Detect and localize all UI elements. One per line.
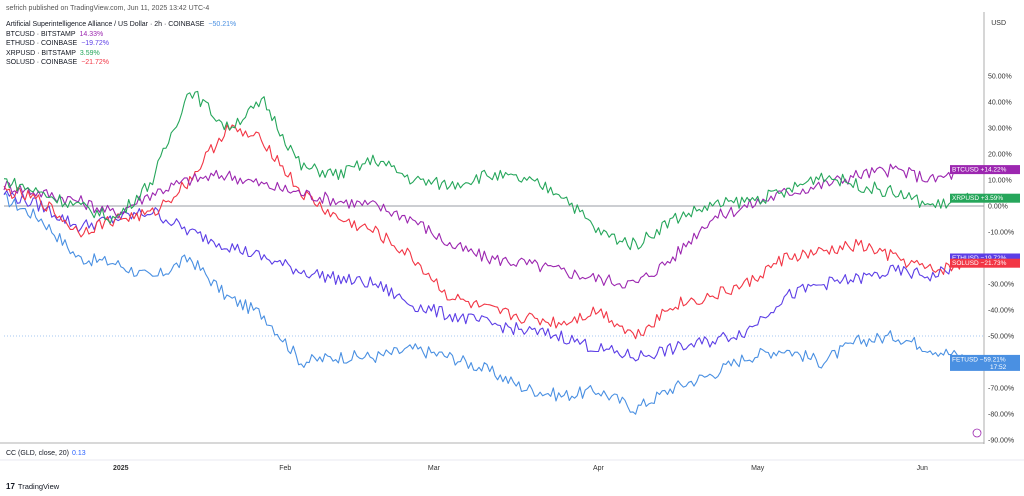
y-tick-label: -40.00%	[988, 308, 1014, 315]
y-tick-label: -90.00%	[988, 438, 1014, 445]
legend-value: −50.21%	[208, 21, 237, 28]
series-line-btcusd	[3, 163, 971, 289]
publisher-line: sefrich published on TradingView.com, Ju…	[6, 5, 210, 12]
legend-item-solusd[interactable]: SOLUSD · COINBASE −21.72%	[6, 58, 236, 68]
tradingview-logo-icon: 17	[6, 482, 15, 491]
y-tick-label: 0.00%	[988, 204, 1008, 211]
tag-countdown: 17:52	[990, 364, 1007, 371]
legend-item-fetusd[interactable]: Artificial Superintelligence Alliance / …	[6, 20, 236, 30]
oscillator-label: CC (GLD, close, 20) 0.13	[6, 450, 86, 457]
oscillator-value: 0.13	[72, 450, 86, 457]
legend-item-xrpusd[interactable]: XRPUSD · BITSTAMP 3.59%	[6, 49, 236, 59]
y-tick-label: 50.00%	[988, 74, 1012, 81]
x-tick-label: May	[751, 465, 765, 472]
oscillator-name: CC (GLD, close, 20)	[6, 450, 70, 457]
x-tick-label: Mar	[428, 465, 441, 472]
x-tick-label: Jun	[917, 465, 928, 472]
target-icon	[972, 428, 982, 438]
x-tick-label: Feb	[279, 465, 291, 472]
legend-label: XRPUSD · BITSTAMP	[6, 49, 76, 57]
series-tag-btcusd: BTCUSD +14.22%	[950, 165, 1020, 175]
legend-value: 3.59%	[79, 49, 100, 57]
tradingview-brand[interactable]: 17 TradingView	[6, 482, 59, 491]
y-tick-label: 40.00%	[988, 100, 1012, 107]
series-line-fetusd	[3, 192, 971, 415]
y-tick-label: 10.00%	[988, 178, 1012, 185]
tag-text: SOLUSD −21.73%	[952, 260, 1007, 267]
legend-label: ETHUSD · COINBASE	[6, 40, 78, 47]
tag-text: ETHUSD −19.72%	[952, 255, 1007, 262]
series-line-ethusd	[3, 190, 971, 362]
currency-label[interactable]: USD	[991, 20, 1006, 27]
series-tag-solusd: SOLUSD −21.73%	[950, 258, 1020, 268]
legend-label: BTCUSD · BITSTAMP	[6, 30, 76, 38]
series-tag-fetusd: FETUSD −59.21%17:52	[950, 354, 1020, 371]
y-tick-label: -30.00%	[988, 282, 1014, 289]
legend-item-ethusd[interactable]: ETHUSD · COINBASE −19.72%	[6, 39, 236, 49]
legend-label: Artificial Superintelligence Alliance / …	[6, 21, 205, 28]
tag-text: BTCUSD +14.22%	[952, 167, 1007, 174]
series-tag-xrpusd: XRPUSD +3.59%	[950, 193, 1020, 203]
chart-legend: Artificial Superintelligence Alliance / …	[6, 20, 236, 68]
series-tag-ethusd: ETHUSD −19.72%	[950, 253, 1020, 263]
tag-background	[950, 253, 1020, 263]
y-tick-label: -50.00%	[988, 334, 1014, 341]
legend-value: −19.72%	[81, 40, 110, 47]
y-tick-label: 20.00%	[988, 152, 1012, 159]
legend-item-btcusd[interactable]: BTCUSD · BITSTAMP 14.33%	[6, 30, 236, 40]
legend-value: −21.72%	[81, 59, 110, 66]
legend-value: 14.33%	[79, 30, 104, 38]
x-tick-label: 2025	[113, 465, 129, 472]
tag-background	[950, 165, 1020, 175]
tag-text: XRPUSD +3.59%	[952, 195, 1003, 202]
tag-background	[950, 354, 1020, 371]
tag-text: FETUSD −59.21%	[952, 356, 1006, 363]
series-line-xrpusd	[3, 90, 971, 251]
series-line-solusd	[3, 124, 971, 340]
brand-label: TradingView	[17, 482, 60, 491]
tag-background	[950, 258, 1020, 268]
y-tick-label: 30.00%	[988, 126, 1012, 133]
y-tick-label: -70.00%	[988, 386, 1014, 393]
x-tick-label: Apr	[593, 465, 605, 472]
y-tick-label: -10.00%	[988, 230, 1014, 237]
tag-background	[950, 193, 1020, 203]
legend-label: SOLUSD · COINBASE	[6, 59, 78, 66]
y-tick-label: -80.00%	[988, 412, 1014, 419]
